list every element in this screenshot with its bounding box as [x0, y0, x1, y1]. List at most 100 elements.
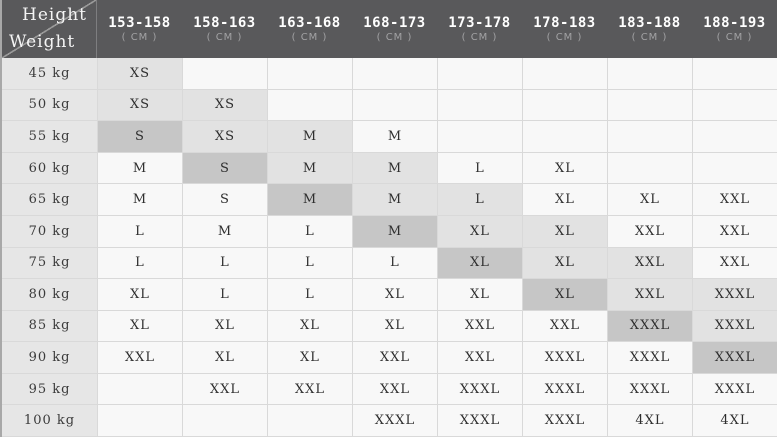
size-cell: XL [522, 279, 607, 311]
size-cell: M [267, 184, 352, 216]
column-header-cell: 173-178( CM ) [437, 0, 522, 58]
size-cell [607, 152, 692, 185]
size-cell: XXXL [692, 310, 777, 343]
weight-header-cell: 95 kg [2, 373, 97, 406]
column-header-cell: 168-173( CM ) [352, 0, 437, 58]
size-cell [692, 89, 777, 122]
size-cell [437, 58, 522, 90]
size-cell: XXXL [522, 373, 607, 406]
size-cell: XXL [607, 215, 692, 248]
size-cell [692, 121, 777, 153]
size-cell: L [97, 215, 182, 248]
size-cell [607, 89, 692, 122]
size-cell [352, 58, 437, 90]
size-cell: XXL [692, 184, 777, 216]
size-cell: XL [182, 310, 267, 343]
size-cell [267, 89, 352, 122]
size-cell: XXXL [607, 373, 692, 406]
size-cell [437, 89, 522, 122]
size-cell: XL [97, 279, 182, 311]
size-cell: L [437, 184, 522, 216]
column-header-cell: 163-168( CM ) [267, 0, 352, 58]
size-cell: M [182, 215, 267, 248]
size-cell: XS [182, 121, 267, 153]
size-cell: XXXL [692, 373, 777, 406]
size-cell: XS [97, 58, 182, 90]
weight-header-cell: 55 kg [2, 121, 97, 153]
size-cell: L [267, 215, 352, 248]
size-cell: XXXL [522, 342, 607, 374]
size-cell: M [352, 184, 437, 216]
size-cell: M [352, 215, 437, 248]
column-range-label: 168-173 [363, 15, 426, 31]
size-cell: L [267, 279, 352, 311]
size-cell: XXXL [437, 405, 522, 437]
size-cell: XXL [522, 310, 607, 343]
size-cell [437, 121, 522, 153]
weight-axis-label: Weight [9, 32, 76, 52]
weight-header-cell: 50 kg [2, 89, 97, 122]
size-cell: XXL [267, 373, 352, 406]
size-cell: L [437, 152, 522, 185]
size-cell: XXXL [607, 342, 692, 374]
column-header-cell: 178-183( CM ) [522, 0, 607, 58]
size-cell [97, 405, 182, 437]
size-cell: XL [522, 247, 607, 280]
size-cell [522, 58, 607, 90]
size-cell: XXXL [437, 373, 522, 406]
column-header-cell: 188-193( CM ) [692, 0, 777, 58]
size-cell: XL [522, 152, 607, 185]
size-cell: XXL [352, 373, 437, 406]
size-cell: XXL [607, 279, 692, 311]
size-cell [522, 89, 607, 122]
size-cell: XXL [97, 342, 182, 374]
column-unit-label: ( CM ) [376, 32, 413, 43]
size-cell: L [267, 247, 352, 280]
size-cell: XXL [692, 215, 777, 248]
weight-header-cell: 85 kg [2, 310, 97, 343]
size-cell: XXXL [692, 342, 777, 374]
column-range-label: 163-168 [278, 15, 341, 31]
size-cell: 4XL [692, 405, 777, 437]
column-header-cell: 183-188( CM ) [607, 0, 692, 58]
size-cell [522, 121, 607, 153]
column-range-label: 178-183 [533, 15, 596, 31]
size-cell: XS [97, 89, 182, 122]
size-cell: M [352, 121, 437, 153]
size-cell [267, 405, 352, 437]
size-cell [182, 58, 267, 90]
size-cell [352, 89, 437, 122]
size-cell: XL [352, 279, 437, 311]
size-cell: XL [352, 310, 437, 343]
column-header-cell: 153-158( CM ) [97, 0, 182, 58]
column-range-label: 158-163 [193, 15, 256, 31]
size-cell: M [97, 152, 182, 185]
size-cell: XXL [437, 310, 522, 343]
column-unit-label: ( CM ) [631, 32, 668, 43]
weight-header-cell: 65 kg [2, 184, 97, 216]
size-cell [692, 58, 777, 90]
size-cell: M [267, 121, 352, 153]
size-cell: XL [437, 247, 522, 280]
weight-header-cell: 70 kg [2, 215, 97, 248]
size-cell: XXXL [522, 405, 607, 437]
weight-header-cell: 45 kg [2, 58, 97, 90]
size-cell [97, 373, 182, 406]
column-unit-label: ( CM ) [291, 32, 328, 43]
size-cell: L [182, 279, 267, 311]
size-cell [267, 58, 352, 90]
size-cell: L [182, 247, 267, 280]
size-cell [607, 58, 692, 90]
size-cell: XL [182, 342, 267, 374]
column-range-label: 173-178 [448, 15, 511, 31]
size-cell: M [352, 152, 437, 185]
size-cell: XL [522, 184, 607, 216]
size-cell: L [97, 247, 182, 280]
corner-cell: Height Weight [2, 0, 97, 58]
size-cell: M [97, 184, 182, 216]
size-cell: XL [97, 310, 182, 343]
size-cell: 4XL [607, 405, 692, 437]
size-cell: XXXL [352, 405, 437, 437]
column-unit-label: ( CM ) [206, 32, 243, 43]
size-cell: L [352, 247, 437, 280]
